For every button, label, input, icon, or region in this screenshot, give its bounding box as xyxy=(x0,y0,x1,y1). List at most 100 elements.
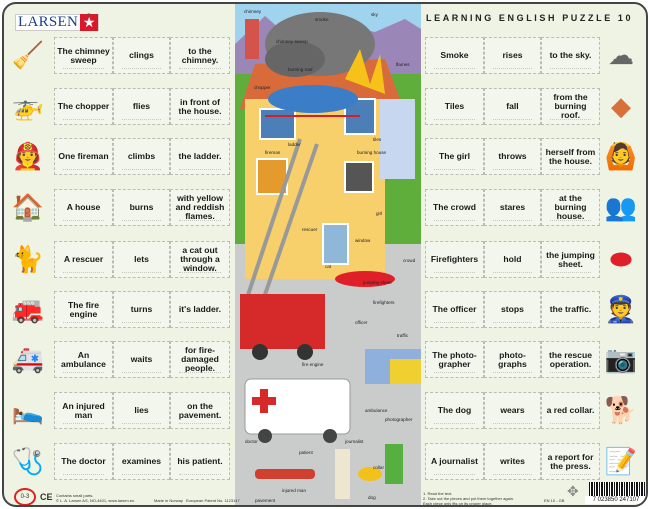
object-piece[interactable]: his patient. xyxy=(170,443,230,480)
verb-piece[interactable]: fall xyxy=(484,88,541,125)
subject-piece[interactable]: The photo-grapher xyxy=(425,341,484,378)
verb-piece[interactable]: hold xyxy=(484,241,541,278)
barcode-icon xyxy=(589,482,645,496)
verb-piece[interactable]: writes xyxy=(484,443,541,480)
scene-label: injured man xyxy=(282,488,307,493)
scene-label: jumping sheet xyxy=(363,280,392,285)
subject-piece[interactable]: Tiles xyxy=(425,88,484,125)
left-sentence-row: The chopper flies in front of the house. xyxy=(54,88,230,125)
ambulance-icon: 🚑 xyxy=(11,344,45,374)
ce-mark-icon: CE xyxy=(40,492,53,502)
scene-label: chimney sweep xyxy=(276,39,308,44)
object-piece[interactable]: the traffic. xyxy=(541,291,600,328)
verb-piece[interactable]: waits xyxy=(113,341,170,378)
verb-piece[interactable]: turns xyxy=(113,291,170,328)
verb-piece[interactable]: lets xyxy=(113,241,170,278)
scene-label: collar xyxy=(373,465,384,470)
subject-piece[interactable]: Firefighters xyxy=(425,241,484,278)
object-piece[interactable]: for fire-damaged people. xyxy=(170,341,230,378)
verb-piece[interactable]: climbs xyxy=(113,138,170,175)
object-piece[interactable]: the jumping sheet. xyxy=(541,241,600,278)
scene-label: burning house xyxy=(357,150,387,155)
registered-mark: ® xyxy=(87,13,91,19)
scene-label: chimney xyxy=(244,9,262,14)
subject-piece[interactable]: The dog xyxy=(425,392,484,429)
subject-piece[interactable]: The crowd xyxy=(425,189,484,226)
subject-piece[interactable]: The chimney sweep xyxy=(54,37,113,74)
object-piece[interactable]: the rescue operation. xyxy=(541,341,600,378)
page-title: LEARNING ENGLISH PUZZLE 10 xyxy=(426,13,634,23)
right-sentence-row: The photo-grapher photo-graphs the rescue … xyxy=(425,341,600,378)
scene-label: fireman xyxy=(265,150,281,155)
product-code: EN 10 - GB xyxy=(544,498,565,503)
subject-piece[interactable]: A house xyxy=(54,189,113,226)
object-piece[interactable]: herself from the house. xyxy=(541,138,600,175)
verb-piece[interactable]: lies xyxy=(113,392,170,429)
subject-piece[interactable]: The girl xyxy=(425,138,484,175)
verb-piece[interactable]: throws xyxy=(484,138,541,175)
smoke-icon: ☁ xyxy=(608,40,634,70)
verb-piece[interactable]: burns xyxy=(113,189,170,226)
crowd-icon: 👥 xyxy=(604,192,638,222)
scene-label: doctor xyxy=(245,439,258,444)
object-piece[interactable]: a cat out through a window. xyxy=(170,241,230,278)
scene-label: chopper xyxy=(254,85,271,90)
instruction-line: 2. Take out the pieces and put them toge… xyxy=(423,496,515,501)
scene-label: patient xyxy=(299,450,313,455)
right-sentence-row: Tiles fall from the burning roof. xyxy=(425,88,600,125)
left-sentence-row: The doctor examines his patient. xyxy=(54,443,230,480)
officer-icon: 👮 xyxy=(604,294,638,324)
scene-label: photographer xyxy=(385,417,413,422)
scene-label: ambulance xyxy=(365,408,388,413)
verb-piece[interactable]: rises xyxy=(484,37,541,74)
scene-label: sky xyxy=(371,12,378,17)
object-piece[interactable]: a red collar. xyxy=(541,392,600,429)
object-piece[interactable]: to the chimney. xyxy=(170,37,230,74)
object-piece[interactable]: in front of the house. xyxy=(170,88,230,125)
subject-piece[interactable]: The officer xyxy=(425,291,484,328)
subject-piece[interactable]: A journalist xyxy=(425,443,484,480)
object-piece[interactable]: on the pavement. xyxy=(170,392,230,429)
object-piece[interactable]: with yellow and reddish flames. xyxy=(170,189,230,226)
verb-piece[interactable]: photo-graphs xyxy=(484,341,541,378)
left-sentence-row: One fireman climbs the ladder. xyxy=(54,138,230,175)
left-sentence-row: An injured man lies on the pavement. xyxy=(54,392,230,429)
puzzle-piece-icon: ✥ xyxy=(567,483,579,499)
subject-piece[interactable]: A rescuer xyxy=(54,241,113,278)
left-sentence-row: The chimney sweep clings to the chimney. xyxy=(54,37,230,74)
tiles-icon: ◆ xyxy=(611,91,631,121)
object-piece[interactable]: to the sky. xyxy=(541,37,600,74)
subject-piece[interactable]: The chopper xyxy=(54,88,113,125)
object-piece[interactable]: the ladder. xyxy=(170,138,230,175)
verb-piece[interactable]: flies xyxy=(113,88,170,125)
object-piece[interactable]: at the burning house. xyxy=(541,189,600,226)
verb-piece[interactable]: stares xyxy=(484,189,541,226)
scene-label: rescuer xyxy=(302,227,318,232)
subject-piece[interactable]: The doctor xyxy=(54,443,113,480)
age-warning-icon: 0-3 xyxy=(14,488,36,505)
girl-icon: 🙆 xyxy=(604,141,638,171)
subject-piece[interactable]: One fireman xyxy=(54,138,113,175)
scene-label: journalist xyxy=(345,439,364,444)
object-piece[interactable]: from the burning roof. xyxy=(541,88,600,125)
right-sentence-row: The dog wears a red collar. xyxy=(425,392,600,429)
verb-piece[interactable]: stops xyxy=(484,291,541,328)
doctor-icon: 🩺 xyxy=(11,446,45,476)
patent-text: European Patent No. 1123147 xyxy=(186,498,240,503)
subject-piece[interactable]: The fire engine xyxy=(54,291,113,328)
barcode-number: 7 023850 247107 xyxy=(585,496,646,504)
rescuer-icon: 🐈 xyxy=(11,244,45,274)
scene-label: window xyxy=(355,238,371,243)
object-piece[interactable]: a report for the press. xyxy=(541,443,600,480)
star-icon: ★ xyxy=(80,14,99,31)
subject-piece[interactable]: Smoke xyxy=(425,37,484,74)
subject-piece[interactable]: An ambulance xyxy=(54,341,113,378)
object-piece[interactable]: it's ladder. xyxy=(170,291,230,328)
instruction-line: 1. Read the text. xyxy=(423,491,453,496)
verb-piece[interactable]: clings xyxy=(113,37,170,74)
scene-label: cat xyxy=(325,264,332,269)
verb-piece[interactable]: examines xyxy=(113,443,170,480)
subject-piece[interactable]: An injured man xyxy=(54,392,113,429)
verb-piece[interactable]: wears xyxy=(484,392,541,429)
